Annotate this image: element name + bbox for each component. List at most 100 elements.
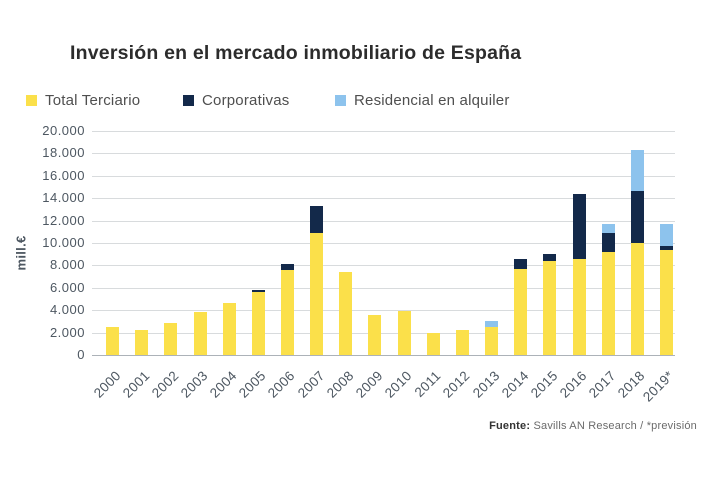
bar-segment-total-terciario: [660, 249, 674, 355]
y-tick-label: 2.000: [49, 324, 85, 340]
stacked-bar-2008: [339, 272, 353, 355]
bar-segment-total-terciario: [106, 327, 120, 355]
bar-segment-total-terciario: [368, 314, 382, 355]
gridline: [92, 243, 675, 244]
stacked-bar-2012: [455, 330, 469, 355]
bar-segment-total-terciario: [601, 251, 615, 355]
bar-segment-total-terciario: [397, 311, 411, 355]
bar-column-2000: [98, 131, 127, 355]
plot-area: [92, 131, 675, 356]
bar-segment-residencial-en-alquiler: [601, 223, 615, 233]
bar-segment-total-terciario: [135, 330, 149, 355]
bar-column-2012: [448, 131, 477, 355]
bar-segment-total-terciario: [310, 232, 324, 355]
stacked-bar-2000: [106, 327, 120, 355]
stacked-bar-2017: [601, 223, 615, 355]
stacked-bar-2001: [135, 330, 149, 355]
x-axis-labels: 2000 2001 2002 2003 2004 2005 2006 2007 2008 2009…: [90, 364, 677, 424]
y-axis-ticks: 20.000 18.000 16.000 14.000 12.000 10.000 8.00…: [0, 123, 85, 362]
bar-segment-total-terciario: [572, 258, 586, 355]
legend-item-residencial-en-alquiler: Residencial en alquiler: [335, 90, 510, 110]
stacked-bar-2010: [397, 311, 411, 355]
source-label: Fuente:: [489, 420, 531, 432]
bar-segment-total-terciario: [426, 332, 440, 355]
bar-segment-corporativas: [572, 193, 586, 259]
stacked-bar-2015: [543, 254, 557, 355]
source-note: Fuente: Savills AN Research / *previsión: [489, 420, 697, 432]
bar-column-2018: [623, 131, 652, 355]
bar-segment-residencial-en-alquiler: [485, 321, 499, 327]
bar-column-2008: [331, 131, 360, 355]
stacked-bar-2003: [193, 312, 207, 355]
bar-column-2016: [565, 131, 594, 355]
gridline: [92, 153, 675, 155]
legend-swatch-icon: [335, 94, 346, 106]
bar-column-2011: [419, 131, 448, 355]
gridline: [92, 332, 675, 334]
stacked-bar-2018: [630, 150, 644, 355]
stacked-bar-2002: [164, 322, 178, 355]
bars-container: [98, 131, 681, 355]
y-tick-label: 0: [77, 347, 85, 362]
stacked-bar-2014: [514, 258, 528, 355]
bar-segment-total-terciario: [514, 268, 528, 355]
gridline: [92, 131, 675, 132]
legend-label: Residencial en alquiler: [354, 91, 510, 109]
bar-segment-total-terciario: [485, 327, 499, 355]
stacked-bar-2004: [222, 303, 236, 355]
y-tick-label: 16.000: [42, 167, 85, 183]
bar-segment-corporativas: [543, 254, 557, 261]
bar-column-2009: [360, 131, 389, 355]
y-tick-label: 14.000: [42, 190, 85, 206]
gridline: [92, 310, 675, 312]
bar-segment-corporativas: [660, 246, 674, 250]
x-axis-line: [92, 355, 675, 356]
bar-segment-corporativas: [281, 264, 295, 270]
bar-segment-corporativas: [251, 290, 265, 293]
bar-column-2015: [535, 131, 564, 355]
bar-segment-total-terciario: [193, 312, 207, 355]
bar-segment-total-terciario: [543, 260, 557, 355]
bar-segment-total-terciario: [164, 322, 178, 355]
legend-swatch-icon: [26, 94, 37, 106]
source-text: Savills AN Research / *previsión: [530, 420, 697, 432]
bar-column-2003: [185, 131, 214, 355]
bar-segment-residencial-en-alquiler: [630, 150, 644, 192]
legend-label: Corporativas: [202, 91, 290, 109]
stacked-bar-2009: [368, 314, 382, 355]
stacked-bar-2007: [310, 206, 324, 355]
stacked-bar-2016: [572, 193, 586, 355]
bar-segment-corporativas: [601, 232, 615, 252]
gridline: [92, 175, 675, 177]
legend: Total Terciario Corporativas Residencial e…: [0, 90, 720, 112]
bar-column-2010: [390, 131, 419, 355]
bar-segment-corporativas: [310, 206, 324, 233]
bar-column-2004: [215, 131, 244, 355]
gridline: [92, 198, 675, 200]
bar-column-2006: [273, 131, 302, 355]
bar-column-2019: [652, 131, 681, 355]
legend-item-corporativas: Corporativas: [183, 90, 289, 110]
y-tick-label: 20.000: [42, 123, 85, 138]
bar-segment-residencial-en-alquiler: [660, 223, 674, 247]
stacked-bar-2013: [485, 321, 499, 355]
gridline: [92, 220, 675, 222]
bar-column-2007: [302, 131, 331, 355]
bar-segment-total-terciario: [281, 269, 295, 355]
bar-segment-total-terciario: [222, 303, 236, 355]
chart-title: Inversión en el mercado inmobiliario de …: [70, 42, 522, 64]
y-tick-label: 6.000: [49, 279, 85, 295]
y-tick-label: 12.000: [42, 212, 85, 228]
stacked-bar-2005: [251, 290, 265, 355]
bar-segment-corporativas: [514, 258, 528, 269]
bar-column-2014: [506, 131, 535, 355]
bar-column-2002: [156, 131, 185, 355]
bar-segment-total-terciario: [251, 292, 265, 355]
legend-label: Total Terciario: [45, 91, 141, 109]
y-tick-label: 10.000: [42, 235, 85, 250]
y-tick-label: 18.000: [42, 145, 85, 161]
legend-item-total-terciario: Total Terciario: [26, 90, 140, 110]
bar-segment-total-terciario: [630, 243, 644, 355]
gridline: [92, 287, 675, 289]
